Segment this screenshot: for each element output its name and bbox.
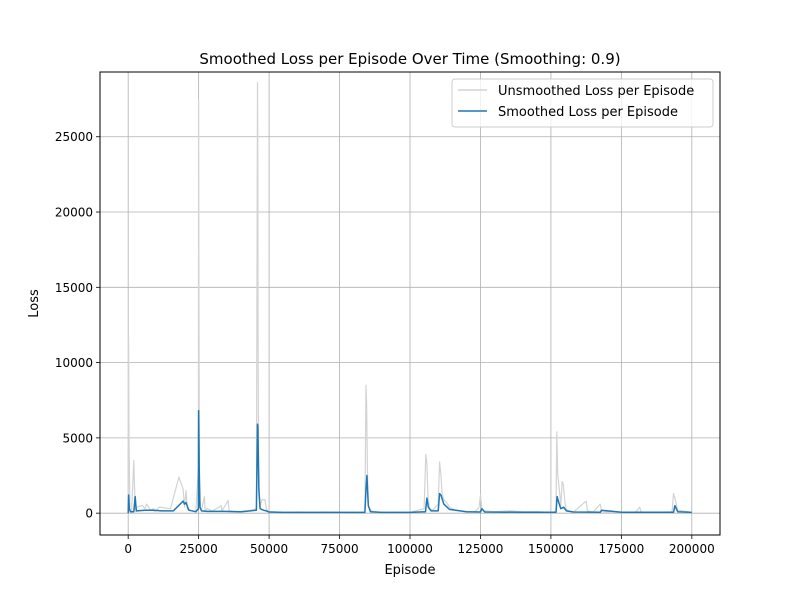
y-tick-label: 5000 [62,431,93,445]
unsmoothed-loss-line [127,81,692,514]
legend-label-unsmoothed: Unsmoothed Loss per Episode [498,84,694,99]
x-axis-label: Episode [384,563,435,578]
x-tick-label: 150000 [528,542,574,556]
y-tick-label: 25000 [55,130,93,144]
y-tick-label: 20000 [55,206,93,220]
x-tick-label: 125000 [458,542,504,556]
unsmoothed-series-group [127,81,692,514]
grid [100,72,720,535]
y-tick-label: 10000 [55,356,93,370]
x-tick-label: 100000 [387,542,433,556]
x-tick-label: 50000 [250,542,288,556]
y-tick-label: 15000 [55,281,93,295]
smoothed-series-group [127,410,692,514]
x-tick-label: 25000 [180,542,218,556]
x-tick-label: 200000 [669,542,715,556]
legend-label-smoothed: Smoothed Loss per Episode [498,105,678,120]
legend-box [451,78,714,128]
x-axis-ticks: 0 25000 50000 75000 100000 125000 150000 175000… [124,535,715,556]
legend: Unsmoothed Loss per Episode Smoothed Los… [451,78,714,128]
y-axis-label: Loss [27,289,42,318]
x-tick-label: 175000 [598,542,644,556]
x-tick-label: 0 [124,542,132,556]
smoothed-loss-line [127,410,692,514]
y-tick-label: 0 [85,507,93,521]
chart-title: Smoothed Loss per Episode Over Time (Smo… [199,50,620,68]
x-tick-label: 75000 [320,542,358,556]
y-axis-ticks: 0 5000 10000 15000 20000 25000 [55,130,100,521]
